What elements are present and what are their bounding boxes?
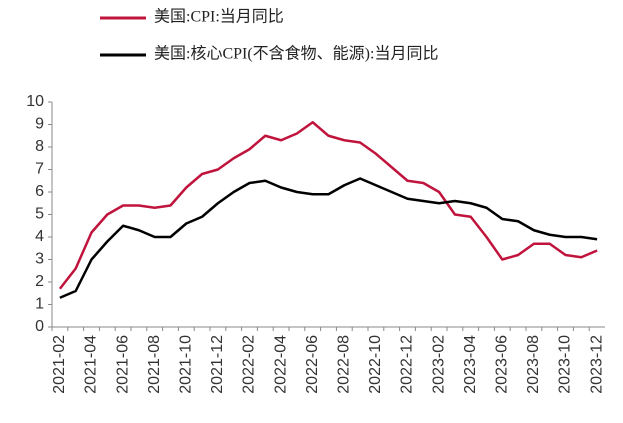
x-tick-label: 2022-08 xyxy=(336,335,353,394)
x-tick-label: 2023-04 xyxy=(462,335,479,394)
y-tick-label: 2 xyxy=(35,273,44,290)
x-tick-label: 2023-10 xyxy=(557,335,574,394)
x-tick-label: 2023-12 xyxy=(588,335,605,394)
x-tick-label: 2021-10 xyxy=(178,335,195,394)
y-tick-label: 3 xyxy=(35,251,44,268)
legend-label: 美国:CPI:当月同比 xyxy=(154,8,284,26)
x-tick-label: 2021-12 xyxy=(209,335,226,394)
x-tick-label: 2022-12 xyxy=(399,335,416,394)
x-tick-label: 2021-08 xyxy=(146,335,163,394)
x-tick-label: 2022-06 xyxy=(304,335,321,394)
x-tick-label: 2021-02 xyxy=(51,335,68,394)
y-tick-label: 0 xyxy=(35,318,44,335)
series-line xyxy=(58,121,598,290)
y-tick-label: 5 xyxy=(35,206,44,223)
x-tick-label: 2023-02 xyxy=(430,335,447,394)
x-tick-label: 2021-04 xyxy=(83,335,100,394)
y-tick-label: 4 xyxy=(35,228,44,245)
y-tick-label: 10 xyxy=(26,93,44,110)
x-tick-label: 2022-10 xyxy=(367,335,384,394)
y-tick-label: 7 xyxy=(35,161,44,178)
x-tick-label: 2022-04 xyxy=(272,335,289,394)
x-tick-label: 2022-02 xyxy=(241,335,258,394)
series-line xyxy=(59,177,598,299)
legend-label: 美国:核心CPI(不含食物、能源):当月同比 xyxy=(154,45,438,63)
y-tick-label: 8 xyxy=(35,138,44,155)
x-tick-label: 2023-06 xyxy=(494,335,511,394)
y-tick-label: 6 xyxy=(35,183,44,200)
y-tick-label: 1 xyxy=(35,296,44,313)
y-tick-label: 9 xyxy=(35,116,44,133)
x-tick-label: 2023-08 xyxy=(525,335,542,394)
x-tick-label: 2021-06 xyxy=(114,335,131,394)
